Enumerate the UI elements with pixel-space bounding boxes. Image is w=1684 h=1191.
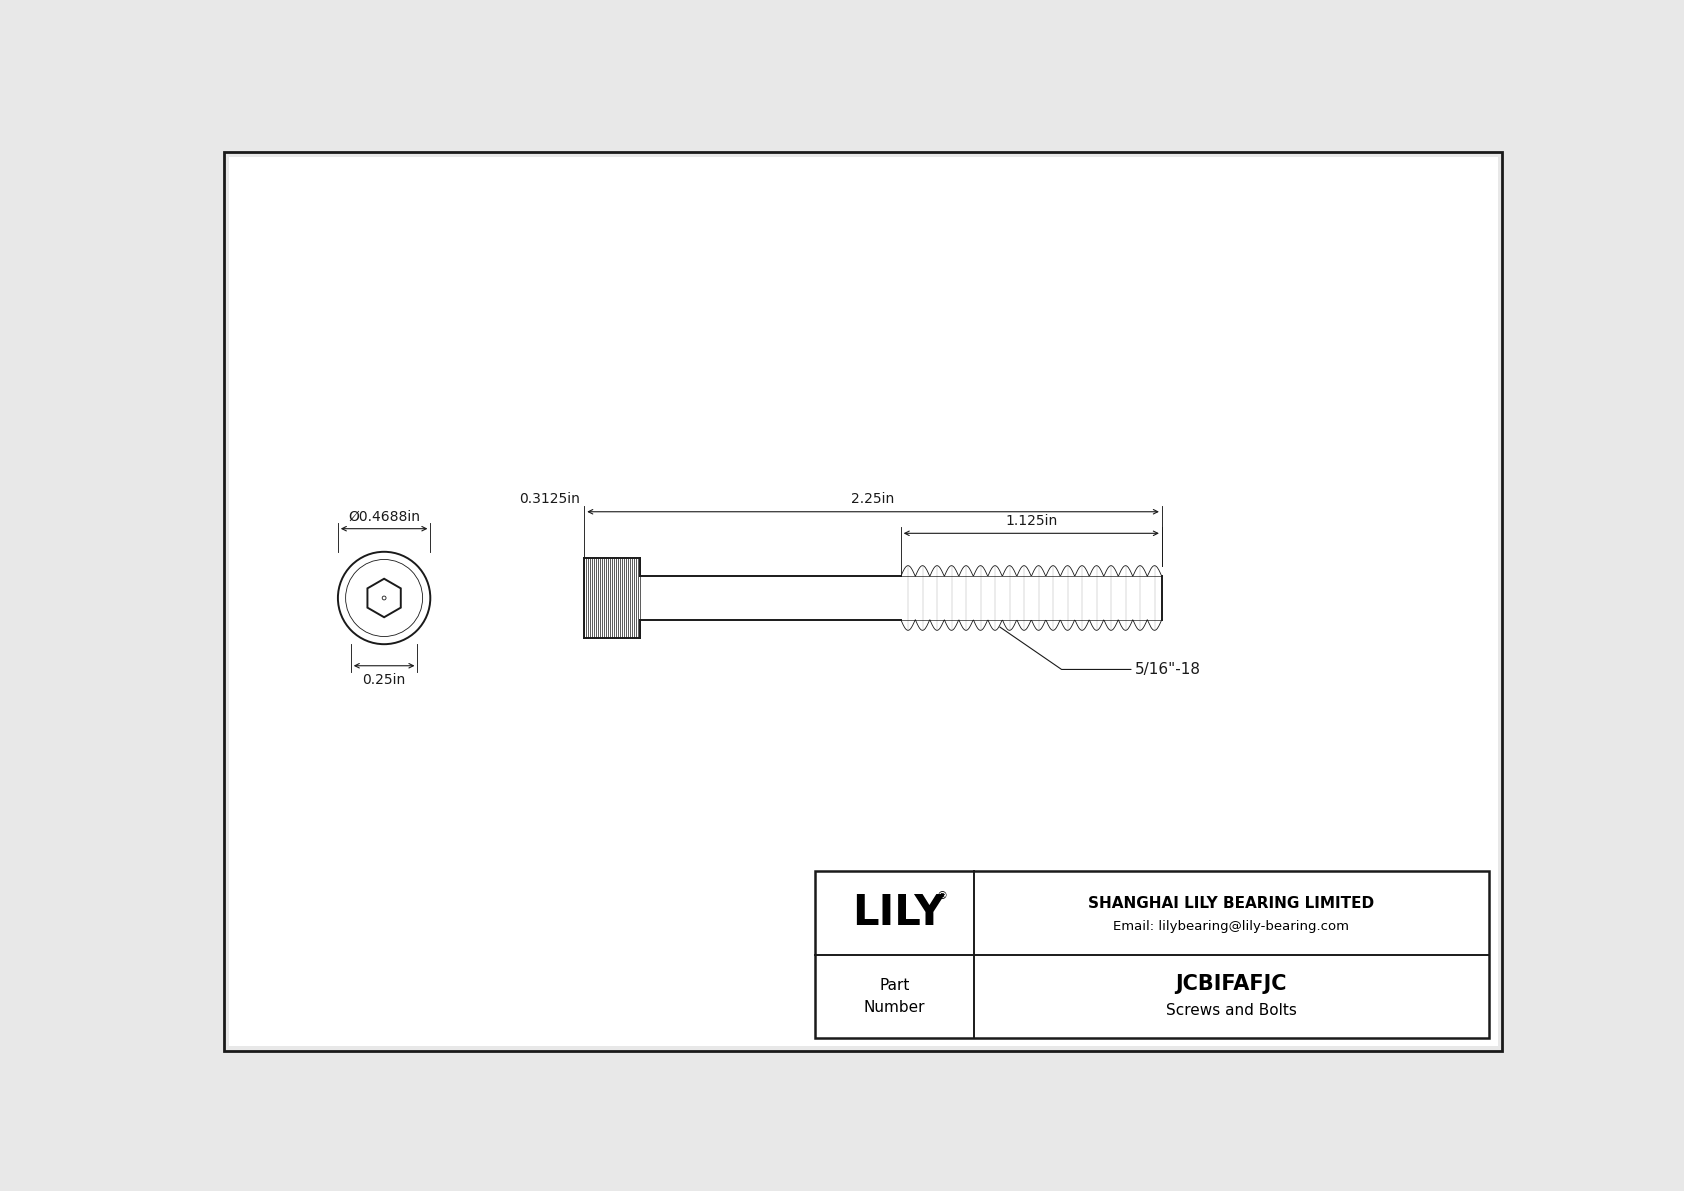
Text: Ø0.4688in: Ø0.4688in	[349, 510, 419, 523]
Text: Email: lilybearing@lily-bearing.com: Email: lilybearing@lily-bearing.com	[1113, 919, 1349, 933]
Text: Part
Number: Part Number	[864, 978, 925, 1015]
Text: 0.25in: 0.25in	[362, 673, 406, 687]
Text: LILY: LILY	[852, 892, 945, 934]
Bar	[815, 872, 1489, 1039]
Text: 1.125in: 1.125in	[1005, 515, 1058, 528]
Text: ®: ®	[936, 891, 948, 902]
Text: SHANGHAI LILY BEARING LIMITED: SHANGHAI LILY BEARING LIMITED	[1088, 896, 1374, 911]
Text: 0.3125in: 0.3125in	[520, 492, 581, 506]
Text: 2.25in: 2.25in	[852, 492, 894, 506]
Text: JCBIFAFJC: JCBIFAFJC	[1175, 973, 1287, 993]
Text: 5/16"-18: 5/16"-18	[1135, 662, 1201, 676]
Text: Screws and Bolts: Screws and Bolts	[1165, 1003, 1297, 1018]
